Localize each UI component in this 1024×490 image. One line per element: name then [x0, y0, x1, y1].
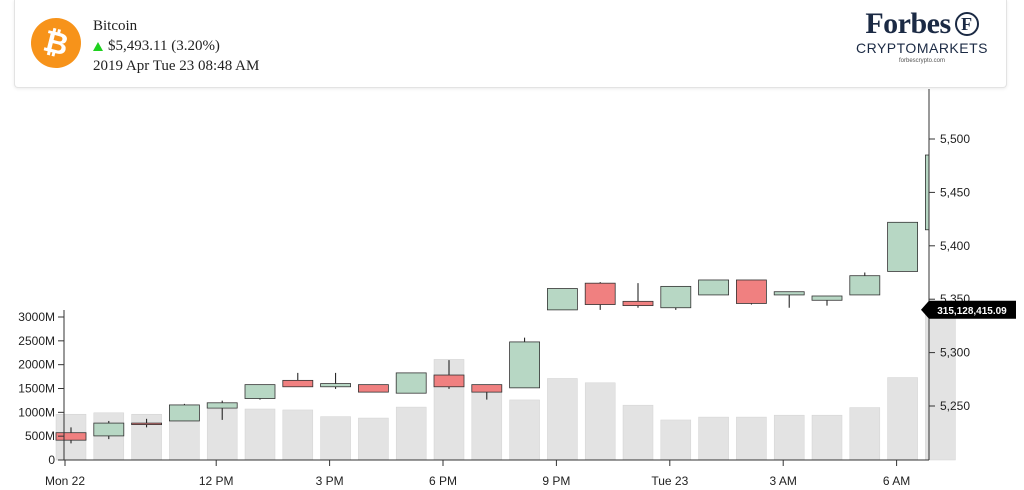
volume-bar [471, 388, 503, 461]
candle-body [320, 383, 352, 388]
volume-bar [736, 416, 767, 461]
brand-name: Forbes [865, 7, 951, 40]
time-tick-label: 6 PM [429, 474, 457, 488]
volume-bar [547, 378, 578, 461]
coin-info: Bitcoin $5,493.11 (3.20%) 2019 Apr Tue 2… [93, 16, 259, 76]
candle-body [282, 379, 314, 388]
volume-bar [849, 407, 881, 461]
time-tick-label: 9 PM [542, 474, 570, 488]
time-tick-label: Mon 22 [45, 474, 85, 488]
volume-tick-label: 2500M [18, 334, 55, 348]
up-arrow-icon [93, 41, 103, 51]
candle-body [925, 154, 929, 231]
time-tick-label: 12 PM [199, 474, 234, 488]
price-datetime: 2019 Apr Tue 23 08:48 AM [93, 58, 260, 74]
candle-body [509, 341, 541, 389]
candle-body [206, 402, 238, 409]
price-tick-label: 5,400 [940, 239, 970, 253]
price-tick-label: 5,250 [940, 399, 970, 413]
candle-body [736, 279, 767, 304]
candle-body [622, 300, 654, 307]
candle-body [547, 288, 578, 311]
price-tick-label: 5,450 [940, 185, 970, 199]
price-tick-label: 5,300 [940, 346, 970, 360]
time-tick-label: 6 AM [883, 474, 910, 488]
volume-bar [660, 419, 692, 461]
volume-bar [584, 382, 616, 461]
coin-name: Bitcoin [93, 18, 138, 34]
forbes-badge-icon: F [954, 12, 979, 36]
brand-subtitle: CRYPTOMARKETS [855, 40, 988, 56]
candle-body [773, 291, 805, 296]
volume-bar [773, 414, 805, 461]
candle-body [584, 282, 616, 305]
volume-tick-label: 1500M [18, 382, 55, 396]
candle-body [698, 279, 729, 296]
volume-bar [925, 309, 956, 461]
volume-tick-label: 1000M [18, 405, 55, 419]
volume-callout: 315,128,415.09 [921, 300, 1016, 319]
candle-body [244, 384, 276, 399]
candle-body [849, 275, 881, 296]
candle-body [93, 422, 125, 437]
volume-bar [395, 406, 427, 461]
volume-callout-badge [921, 300, 1016, 319]
candle-body [55, 432, 87, 441]
volume-bar [811, 414, 843, 461]
time-tick-label: 3 AM [770, 474, 797, 488]
candle-body [168, 404, 200, 422]
volume-bar [509, 399, 540, 461]
volume-bar [244, 408, 276, 461]
volume-bar [622, 404, 654, 461]
brand-url: forbescrypto.com [898, 58, 946, 64]
volume-bars [55, 309, 956, 461]
candle-body [811, 295, 843, 301]
volume-tick-label: 2000M [18, 358, 55, 372]
time-tick-label: Tue 23 [651, 474, 688, 488]
price-tick-label: 5,500 [940, 132, 970, 146]
candle-body [660, 285, 692, 309]
candle-body [357, 384, 389, 393]
candle-body [395, 372, 427, 394]
volume-bar [320, 416, 351, 461]
candle-body [131, 422, 163, 425]
volume-bar [358, 417, 389, 461]
volume-tick-label: 3000M [18, 310, 55, 324]
candlesticks [55, 154, 929, 444]
volume-bar [282, 409, 314, 461]
volume-callout-label: 315,128,415.09 [937, 306, 1007, 317]
candle-body [887, 221, 918, 272]
volume-bar [698, 416, 729, 461]
candle-body [433, 374, 465, 388]
candle-body [471, 384, 503, 393]
chart-axes: 5,2505,3005,3505,4005,4505,5000500M1000M… [18, 89, 1016, 488]
time-tick-label: 3 PM [316, 474, 344, 488]
volume-tick-label: 0 [48, 453, 55, 467]
volume-bar [887, 377, 918, 461]
price-row: $5,493.11 (3.20%) [93, 36, 259, 56]
forbes-cryptomarkets-logo[interactable]: Forbes F CRYPTOMARKETS forbescrypto.com [852, 8, 992, 66]
volume-tick-label: 500M [25, 429, 55, 443]
price-change: $5,493.11 (3.20%) [108, 38, 220, 54]
coin-header-card: ₿ Bitcoin $5,493.11 (3.20%) 2019 Apr Tue… [14, 0, 1007, 88]
